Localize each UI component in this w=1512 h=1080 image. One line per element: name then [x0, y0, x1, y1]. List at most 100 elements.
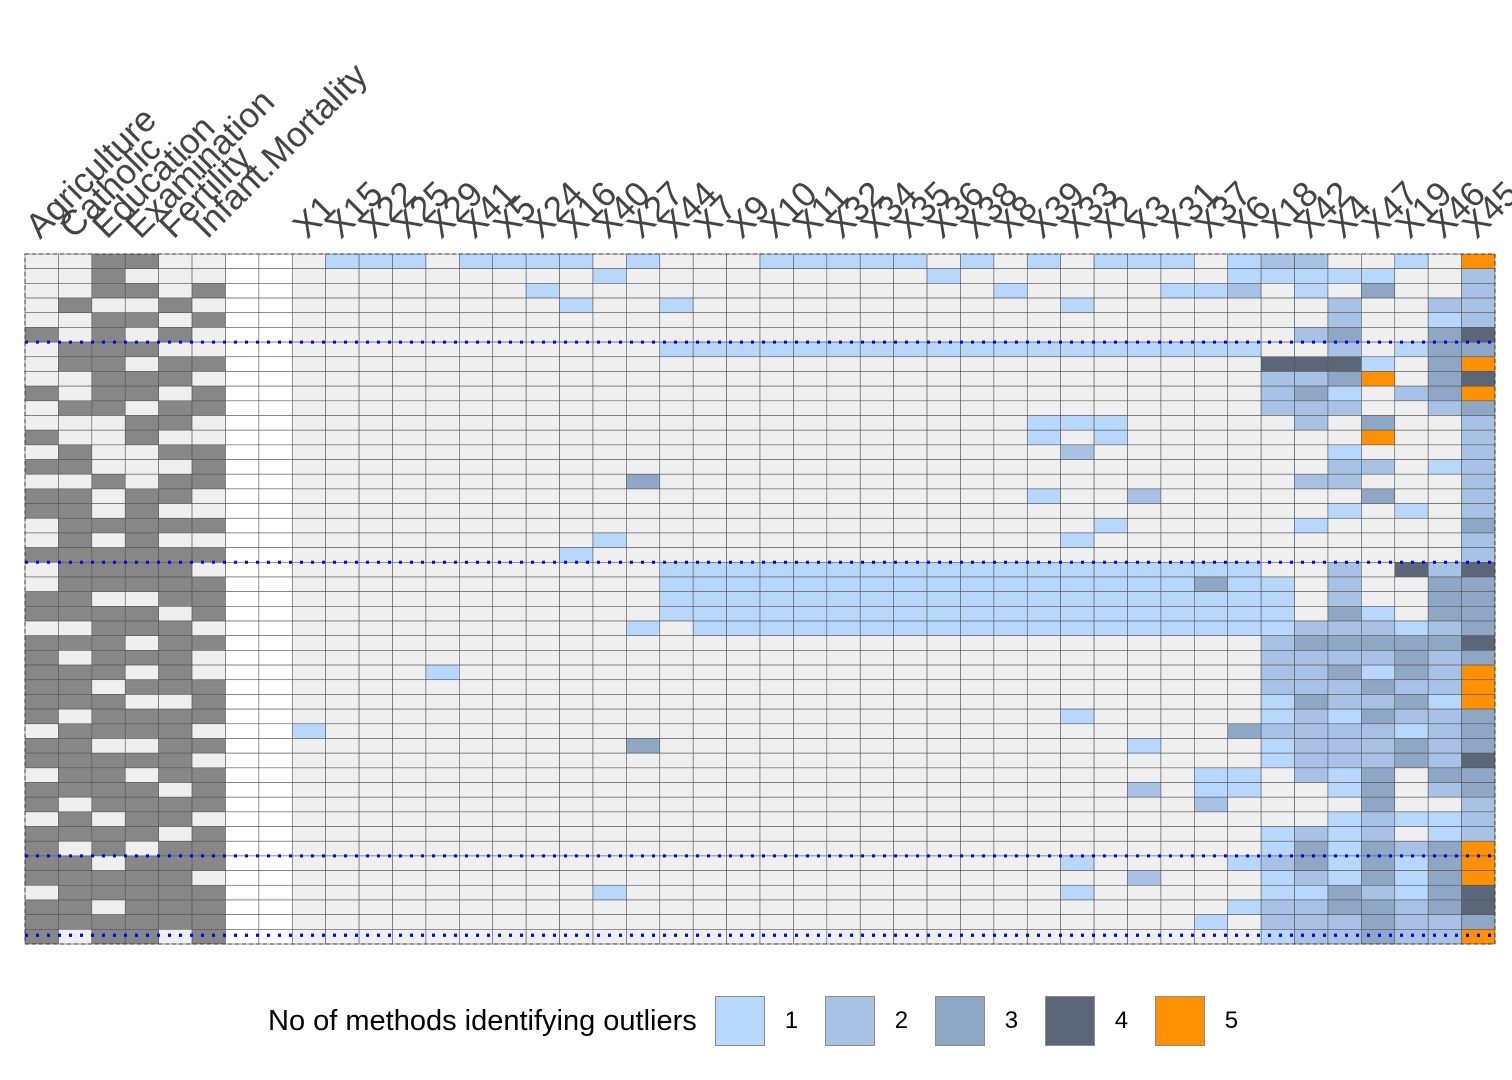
- method-cell: [1026, 429, 1061, 446]
- method-cell: [759, 738, 794, 754]
- method-cell: [325, 532, 360, 548]
- method-cell: [859, 415, 894, 431]
- variable-cell: [58, 576, 93, 592]
- method-cell: [291, 283, 326, 299]
- method-cell: [692, 752, 727, 769]
- method-cell: [1427, 253, 1462, 269]
- method-cell: [1327, 679, 1362, 695]
- method-cell: [1260, 738, 1295, 754]
- method-cell: [325, 415, 360, 431]
- method-cell: [592, 870, 627, 886]
- method-cell: [726, 650, 761, 666]
- method-cell: [392, 767, 427, 783]
- method-cell: [1394, 664, 1429, 681]
- variable-cell: [158, 459, 193, 475]
- variable-cell: [91, 723, 126, 739]
- method-cell: [392, 576, 427, 592]
- variable-cell: [158, 547, 193, 563]
- gap-cell: [225, 826, 260, 842]
- method-cell: [759, 796, 794, 813]
- method-cell: [1026, 488, 1061, 504]
- method-cell: [525, 312, 560, 328]
- method-cell: [626, 327, 661, 343]
- method-cell: [358, 429, 393, 446]
- variable-cell: [124, 708, 159, 725]
- method-cell: [1361, 429, 1396, 446]
- method-cell: [793, 664, 828, 681]
- method-cell: [559, 547, 594, 563]
- method-cell: [793, 341, 828, 358]
- method-cell: [1260, 503, 1295, 519]
- method-cell: [692, 738, 727, 754]
- method-cell: [659, 400, 694, 416]
- variable-cell: [91, 679, 126, 695]
- method-cell: [592, 429, 627, 446]
- method-cell: [291, 547, 326, 563]
- method-cell: [1194, 268, 1229, 284]
- method-cell: [1461, 385, 1496, 402]
- variable-cell: [24, 708, 59, 725]
- method-cell: [626, 429, 661, 446]
- method-cell: [1294, 694, 1329, 710]
- method-cell: [492, 723, 527, 739]
- method-cell: [1194, 884, 1229, 901]
- method-cell: [826, 914, 861, 930]
- gap-cell: [225, 415, 260, 431]
- method-cell: [893, 767, 928, 783]
- method-cell: [993, 811, 1028, 827]
- method-cell: [626, 870, 661, 886]
- method-cell: [926, 899, 961, 915]
- method-cell: [1093, 870, 1128, 886]
- method-cell: [993, 444, 1028, 460]
- method-cell: [759, 356, 794, 372]
- method-cell: [1361, 268, 1396, 284]
- method-cell: [1361, 826, 1396, 842]
- variable-cell: [24, 415, 59, 431]
- legend-swatch-2: [824, 996, 875, 1046]
- method-cell: [960, 459, 995, 475]
- method-cell: [692, 532, 727, 548]
- method-cell: [1260, 459, 1295, 475]
- variable-cell: [124, 650, 159, 666]
- method-cell: [993, 341, 1028, 358]
- method-cell: [1327, 459, 1362, 475]
- method-cell: [358, 532, 393, 548]
- method-cell: [826, 444, 861, 460]
- method-cell: [826, 899, 861, 915]
- method-cell: [926, 738, 961, 754]
- method-cell: [993, 723, 1028, 739]
- method-cell: [1160, 884, 1195, 901]
- method-cell: [1194, 473, 1229, 490]
- method-cell: [492, 561, 527, 578]
- method-cell: [559, 620, 594, 637]
- method-cell: [392, 459, 427, 475]
- method-cell: [1093, 840, 1128, 857]
- method-cell: [392, 840, 427, 857]
- method-cell: [1427, 694, 1462, 710]
- method-cell: [1093, 444, 1128, 460]
- variable-cell: [158, 914, 193, 930]
- variable-cell: [24, 620, 59, 637]
- variable-cell: [124, 459, 159, 475]
- method-cell: [1060, 415, 1095, 431]
- method-cell: [1260, 327, 1295, 343]
- method-cell: [291, 312, 326, 328]
- variable-cell: [24, 752, 59, 769]
- method-cell: [1260, 826, 1295, 842]
- method-cell: [1194, 929, 1229, 945]
- method-cell: [291, 356, 326, 372]
- method-cell: [1127, 635, 1162, 651]
- method-cell: [325, 297, 360, 314]
- method-cell: [325, 635, 360, 651]
- method-cell: [559, 679, 594, 695]
- method-cell: [325, 870, 360, 886]
- method-cell: [1461, 782, 1496, 798]
- method-cell: [659, 517, 694, 534]
- method-cell: [358, 840, 393, 857]
- method-cell: [1361, 870, 1396, 886]
- method-cell: [859, 782, 894, 798]
- method-cell: [759, 459, 794, 475]
- method-cell: [358, 547, 393, 563]
- method-cell: [960, 679, 995, 695]
- method-cell: [325, 385, 360, 402]
